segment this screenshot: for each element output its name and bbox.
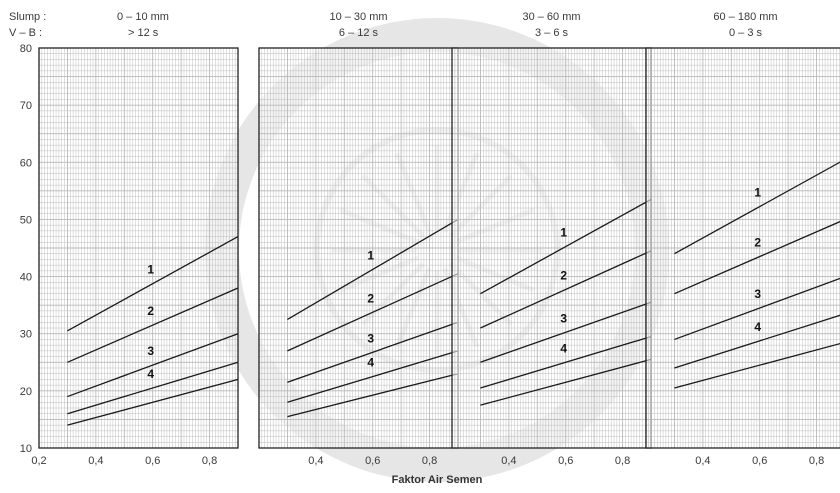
x-tick-label: 0,8 [809,455,824,467]
x-tick-label: 0,4 [695,455,710,467]
x-tick-label: 0,8 [202,455,217,467]
series-label-1: 1 [754,186,761,200]
x-tick-label: 0,8 [422,455,437,467]
x-tick-label: 0,4 [501,455,516,467]
y-tick-label: 40 [20,272,32,284]
series-line-5 [67,378,239,426]
y-tick-label: 20 [20,386,32,398]
x-tick-label: 0,6 [752,455,767,467]
series-line-3 [67,333,239,398]
y-tick-label: 80 [20,43,32,55]
series-label-1: 1 [147,263,154,277]
series-line-5 [287,373,459,418]
vb-value: 6 – 12 s [339,27,379,39]
series-label-1: 1 [367,248,374,262]
chart-panel-3: 1 2 3 4 0,4 0,6 0,8 30 – 60 mm 3 – 6 s [451,11,652,467]
slump-value: 0 – 10 mm [117,11,169,23]
slump-value: 30 – 60 mm [522,11,580,23]
chart-panels: 1 2 3 4 0,2 0,4 0,6 0,8 10 20 30 40 50 60 70 80 Slump : V… [9,11,840,467]
series-label-4: 4 [147,367,154,381]
series-line-4 [287,350,459,403]
series-label-3: 3 [754,287,761,301]
panel-frame [38,47,239,449]
series-line-4 [67,361,239,415]
series-line-2 [480,250,652,329]
y-tick-label: 30 [20,329,32,341]
series-line-4 [674,314,840,369]
vb-label: V – B : [9,27,42,39]
series-line-4 [480,335,652,389]
x-tick-label: 0,2 [31,455,46,467]
series-line-5 [480,358,652,406]
series-line-2 [287,273,459,352]
series-line-3 [480,301,652,363]
series-line-3 [287,321,459,383]
series-label-3: 3 [367,331,374,345]
slump-label: Slump : [9,11,46,23]
series-line-5 [674,342,840,389]
panel-frame [645,47,840,449]
series-label-2: 2 [147,304,154,318]
series-line-1 [480,198,652,295]
vb-value: > 12 s [128,27,159,39]
series-line-1 [674,161,840,255]
y-tick-label: 70 [20,100,32,112]
y-tick-label: 50 [20,214,32,226]
series-label-3: 3 [560,311,567,325]
series-label-2: 2 [560,268,567,282]
slump-value: 60 – 180 mm [713,11,777,23]
vb-value: 3 – 6 s [535,27,569,39]
chart-panel-1: 1 2 3 4 0,2 0,4 0,6 0,8 10 20 30 40 50 60 70 80 Slump : V… [9,11,239,467]
x-tick-label: 0,6 [365,455,380,467]
series-line-3 [674,277,840,341]
y-tick-label: 60 [20,157,32,169]
series-line-1 [287,218,459,320]
x-tick-label: 0,8 [615,455,630,467]
x-tick-label: 0,4 [88,455,103,467]
x-tick-label: 0,6 [558,455,573,467]
series-label-2: 2 [367,291,374,305]
x-tick-label: 0,6 [145,455,160,467]
series-label-3: 3 [147,344,154,358]
series-label-4: 4 [754,320,761,334]
series-label-1: 1 [560,226,567,240]
series-line-1 [67,236,239,332]
y-tick-label: 10 [20,443,32,455]
x-tick-label: 0,4 [308,455,323,467]
panel-grid [38,47,239,449]
chart-panel-2: 1 2 3 4 0,4 0,6 0,8 10 – 30 mm 6 – 12 s [258,11,459,467]
series-label-4: 4 [560,341,567,355]
vb-value: 0 – 3 s [729,27,763,39]
series-line-2 [674,220,840,295]
slump-value: 10 – 30 mm [329,11,387,23]
series-label-4: 4 [367,356,374,370]
series-label-2: 2 [754,236,761,250]
x-axis-title: Faktor Air Semen [392,474,483,486]
series-line-2 [67,287,239,363]
